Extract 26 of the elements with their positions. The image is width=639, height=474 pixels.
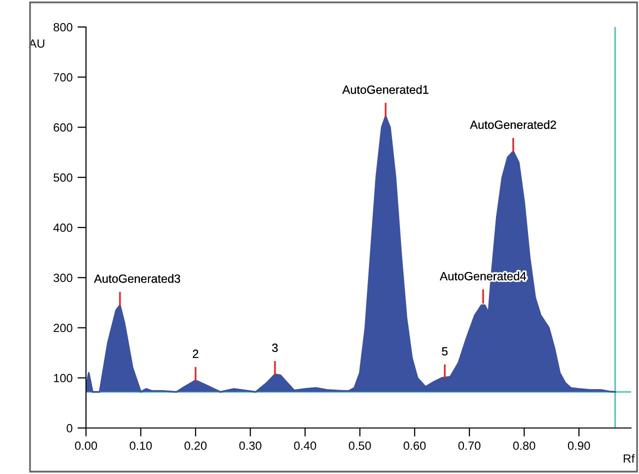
y-tick-label: 500 <box>54 173 72 182</box>
y-tick-label: 200 <box>54 324 72 332</box>
annotation: AutoGenerated3 <box>94 274 180 283</box>
x-tick-label: 0.10 <box>130 442 152 450</box>
y-tick-label: 800 <box>54 23 72 32</box>
annotation: 5 <box>442 347 448 356</box>
x-tick-label: 0.20 <box>184 442 207 450</box>
x-tick-label: 0.70 <box>458 442 480 450</box>
annotation: 2 <box>192 350 198 358</box>
x-tick-label: 0.60 <box>404 442 426 450</box>
y-tick-label: 300 <box>54 274 72 282</box>
y-tick-label: 700 <box>54 73 72 82</box>
y-tick-label: 400 <box>53 224 72 232</box>
x-axis-title: Rf <box>624 454 635 463</box>
y-tick-label: 600 <box>54 123 72 132</box>
y-tick-label: 100 <box>54 374 72 382</box>
x-tick-label: 0.00 <box>74 442 98 450</box>
annotation: AutoGenerated2 <box>470 120 556 129</box>
y-tick-label: 0 <box>66 424 72 432</box>
x-tick-label: 0.90 <box>568 442 590 450</box>
annotation: 3 <box>272 344 278 352</box>
x-tick-label: 0.40 <box>294 442 316 450</box>
x-tick-label: 0.50 <box>348 442 371 450</box>
x-tick-label: 0.80 <box>513 442 536 450</box>
annotation: AutoGenerated1 <box>342 85 428 94</box>
x-tick-label: 0.30 <box>239 442 262 450</box>
